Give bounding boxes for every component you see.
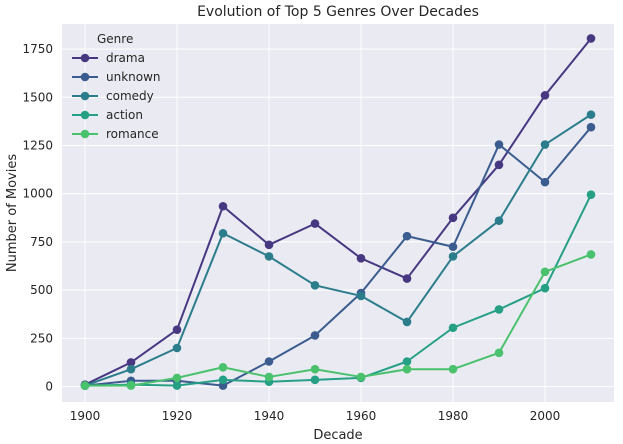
legend-item: drama: [72, 51, 145, 65]
data-point: [310, 364, 320, 374]
data-point: [402, 364, 412, 374]
data-point: [172, 343, 182, 353]
data-point: [218, 201, 228, 211]
y-tick-label: 1750: [22, 42, 53, 56]
data-point: [218, 362, 228, 372]
data-point: [310, 281, 320, 290]
series-group: [80, 34, 596, 390]
series-line: [85, 253, 592, 387]
data-point: [402, 357, 412, 366]
data-point: [448, 364, 458, 374]
data-point: [540, 283, 550, 293]
plot-background: [62, 24, 614, 402]
data-point: [264, 252, 274, 261]
data-point: [540, 91, 550, 100]
data-point: [448, 242, 458, 252]
data-point: [402, 274, 412, 283]
legend-label: romance: [106, 127, 159, 141]
series-romance: [80, 250, 596, 390]
data-point: [356, 254, 366, 263]
x-tick-label: 1900: [70, 409, 101, 423]
data-point: [264, 240, 274, 250]
data-point: [586, 190, 596, 199]
data-point: [218, 375, 228, 385]
data-point: [310, 331, 320, 340]
data-point: [126, 364, 136, 374]
series-line: [84, 194, 592, 387]
legend-marker: [80, 53, 90, 63]
data-point: [448, 252, 458, 261]
x-axis-label: Decade: [313, 428, 362, 443]
legend-marker: [80, 129, 90, 139]
data-point: [356, 291, 366, 301]
x-tick-label: 1940: [254, 409, 285, 423]
data-point: [586, 250, 596, 259]
chart-title: Evolution of Top 5 Genres Over Decades: [197, 4, 479, 20]
data-point: [402, 317, 412, 327]
series-line: [84, 113, 592, 387]
data-point: [540, 177, 550, 187]
data-point: [172, 325, 182, 334]
y-axis-ticks: 0 250 500 750 1000 1250 1500 1750: [22, 42, 53, 394]
legend-label: unknown: [106, 70, 161, 84]
y-axis-label: Number of Movies: [5, 154, 20, 272]
data-point: [494, 348, 504, 358]
legend-item: action: [72, 108, 143, 122]
data-point: [356, 372, 366, 382]
legend-marker: [80, 91, 90, 101]
y-tick-label: 1500: [22, 90, 53, 104]
data-point: [494, 140, 504, 149]
y-tick-label: 500: [30, 283, 53, 297]
x-axis-ticks: 1900 1920 1940 1960 1980 2000: [70, 409, 561, 423]
legend-item: unknown: [72, 70, 161, 84]
x-tick-label: 1960: [346, 409, 377, 423]
data-point: [310, 375, 320, 385]
legend: Genre drama unknown comedy action romance: [72, 32, 161, 141]
x-tick-label: 2000: [530, 409, 561, 423]
data-point: [448, 213, 458, 223]
y-tick-label: 1000: [22, 187, 53, 201]
series-line: [84, 37, 592, 386]
legend-label: drama: [106, 51, 145, 65]
y-tick-label: 0: [45, 380, 53, 394]
legend-label: action: [106, 108, 143, 122]
data-point: [540, 267, 550, 277]
data-point: [586, 34, 596, 43]
data-point: [402, 231, 412, 241]
x-tick-label: 1920: [162, 409, 193, 423]
data-point: [172, 381, 182, 390]
legend-marker: [80, 110, 90, 120]
data-point: [586, 122, 596, 132]
legend-item: romance: [72, 127, 159, 141]
series-line: [84, 126, 592, 387]
x-tick-label: 1980: [438, 409, 469, 423]
legend-item: comedy: [72, 89, 154, 103]
data-point: [80, 381, 90, 390]
data-point: [264, 357, 274, 366]
legend-title: Genre: [97, 32, 133, 46]
data-point: [310, 219, 320, 228]
y-tick-label: 1250: [22, 139, 53, 153]
data-point: [126, 358, 136, 367]
y-tick-label: 250: [30, 331, 53, 345]
legend-marker: [80, 72, 90, 82]
data-point: [494, 216, 504, 226]
data-point: [172, 373, 182, 383]
data-point: [126, 381, 136, 390]
data-point: [218, 228, 228, 238]
data-point: [494, 305, 504, 314]
data-point: [264, 372, 274, 382]
series-drama: [80, 34, 596, 389]
data-point: [540, 140, 550, 149]
legend-label: comedy: [106, 89, 154, 103]
data-point: [448, 323, 458, 333]
y-tick-label: 750: [30, 235, 53, 249]
data-point: [586, 110, 596, 119]
data-point: [494, 160, 504, 170]
